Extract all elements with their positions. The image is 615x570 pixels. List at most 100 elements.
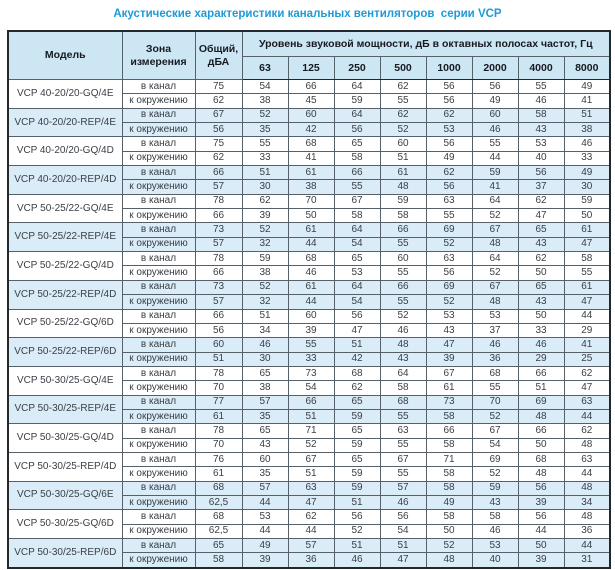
- octave-level-value-cell: 51: [287, 466, 335, 482]
- octave-level-value-cell: 52: [425, 236, 473, 253]
- model-name-cell: VCP 40-20/20-GQ/4D: [7, 136, 123, 167]
- octave-level-value-cell: 46: [471, 337, 519, 353]
- octave-level-value-cell: 46: [517, 93, 565, 109]
- octave-level-value-cell: 71: [425, 451, 473, 468]
- model-name-cell: VCP 50-25/22-GQ/4E: [7, 193, 123, 224]
- octave-level-value-cell: 55: [471, 136, 519, 152]
- octave-level-value-cell: 65: [241, 423, 289, 439]
- octave-level-value-cell: 55: [379, 93, 427, 109]
- measurement-zone-cell: к окружению: [121, 351, 196, 367]
- table-row: VCP 50-30/25-GQ/6E в канал 68 57 63 59 57 58 59 5…: [7, 480, 611, 511]
- measurement-zone-cell: в канал: [121, 78, 196, 95]
- total-dba-value-cell: 68: [194, 509, 243, 525]
- octave-level-value-cell: 60: [471, 107, 519, 124]
- octave-level-value-cell: 52: [425, 537, 473, 554]
- octave-level-value-cell: 40: [471, 552, 519, 569]
- octave-level-value-cell: 62: [379, 78, 427, 95]
- octave-level-value-cell: 29: [563, 322, 611, 339]
- octave-level-value-cell: 41: [563, 337, 611, 353]
- octave-level-value-cell: 58: [425, 466, 473, 482]
- octave-level-value-cell: 67: [425, 365, 473, 382]
- octave-level-value-cell: 43: [517, 236, 565, 253]
- model-name-cell: VCP 50-25/22-REP/4D: [7, 279, 123, 310]
- model-name-cell: VCP 50-30/25-GQ/4E: [7, 365, 123, 396]
- octave-level-value-cell: 62: [517, 251, 565, 267]
- page-title: Акустические характеристики канальных ве…: [113, 8, 502, 20]
- octave-level-value-cell: 58: [563, 251, 611, 267]
- octave-level-value-cell: 52: [471, 408, 519, 425]
- octave-level-value-cell: 56: [425, 93, 473, 109]
- octave-level-value-cell: 31: [563, 552, 611, 569]
- octave-level-value-cell: 51: [241, 308, 289, 324]
- octave-level-value-cell: 64: [333, 78, 381, 95]
- octave-level-value-cell: 42: [287, 122, 335, 138]
- octave-level-value-cell: 52: [471, 466, 519, 482]
- octave-level-value-cell: 42: [333, 351, 381, 367]
- octave-level-value-cell: 39: [425, 351, 473, 367]
- octave-level-value-cell: 38: [563, 122, 611, 138]
- octave-level-value-cell: 64: [471, 251, 519, 267]
- measurement-zone-cell: к окружению: [121, 265, 196, 281]
- octave-level-value-cell: 63: [425, 251, 473, 267]
- octave-level-value-cell: 55: [471, 380, 519, 396]
- measurement-zone-cell: в канал: [121, 537, 196, 554]
- octave-level-value-cell: 58: [425, 509, 473, 525]
- octave-level-value-cell: 52: [241, 222, 289, 238]
- measurement-zone-cell: в канал: [121, 222, 196, 238]
- model-name-cell: VCP 50-25/22-REP/6D: [7, 337, 123, 367]
- table-row: VCP 50-30/25-REP/4D в канал 76 60 67 65 67 71 69…: [7, 451, 611, 482]
- measurement-zone-cell: в канал: [121, 193, 196, 210]
- octave-level-value-cell: 44: [517, 523, 565, 540]
- table-row: к окружению 62 38 45 59 55 56 49 46 41: [8, 93, 611, 109]
- model-name-cell: VCP 50-30/25-REP/4E: [7, 394, 123, 425]
- total-dba-value-cell: 57: [194, 236, 243, 253]
- header-measurement-zone: Зона измерения: [121, 30, 196, 80]
- octave-level-value-cell: 49: [471, 93, 519, 109]
- octave-level-value-cell: 45: [287, 93, 335, 109]
- table-row: к окружению 56 34 39 47 46 43 37 33 29: [8, 322, 611, 339]
- octave-level-value-cell: 61: [287, 165, 335, 181]
- octave-level-value-cell: 51: [517, 380, 565, 396]
- measurement-zone-cell: в канал: [121, 480, 196, 496]
- octave-level-value-cell: 44: [563, 466, 611, 482]
- total-dba-value-cell: 73: [194, 222, 243, 238]
- octave-level-value-cell: 53: [425, 122, 473, 138]
- octave-level-value-cell: 56: [517, 480, 565, 496]
- octave-level-value-cell: 44: [287, 523, 335, 540]
- octave-level-value-cell: 43: [517, 294, 565, 310]
- table-body: VCP 40-20/20-GQ/4E в канал 75 54 66 64 62 56 56 5…: [7, 78, 611, 569]
- octave-level-value-cell: 47: [563, 380, 611, 396]
- octave-level-value-cell: 67: [471, 222, 519, 238]
- octave-level-value-cell: 68: [333, 365, 381, 382]
- total-dba-value-cell: 70: [194, 380, 243, 396]
- model-name-cell: VCP 50-30/25-GQ/6E: [7, 480, 123, 511]
- octave-level-value-cell: 34: [563, 494, 611, 511]
- octave-level-value-cell: 64: [333, 279, 381, 296]
- table-row: VCP 40-20/20-REP/4E в канал 67 52 60 64 62 62 60…: [7, 107, 611, 138]
- octave-level-value-cell: 44: [287, 294, 335, 310]
- octave-level-value-cell: 55: [425, 208, 473, 224]
- header-model: Модель: [7, 30, 123, 80]
- octave-level-value-cell: 53: [241, 509, 289, 525]
- octave-level-value-cell: 66: [287, 394, 335, 410]
- measurement-zone-cell: к окружению: [121, 93, 196, 109]
- octave-level-value-cell: 70: [471, 394, 519, 410]
- octave-level-value-cell: 61: [287, 279, 335, 296]
- octave-level-value-cell: 56: [425, 78, 473, 95]
- header-total-dba: Общий, дБА: [194, 30, 243, 80]
- header-row-top: Модель Зона измерения Общий, дБА Уровень…: [7, 30, 611, 80]
- total-dba-value-cell: 62: [194, 93, 243, 109]
- measurement-zone-cell: к окружению: [121, 523, 196, 540]
- octave-level-value-cell: 49: [425, 150, 473, 167]
- total-dba-value-cell: 76: [194, 451, 243, 468]
- octave-level-value-cell: 55: [379, 236, 427, 253]
- octave-level-value-cell: 46: [517, 337, 565, 353]
- octave-level-value-cell: 61: [287, 222, 335, 238]
- octave-level-value-cell: 60: [379, 251, 427, 267]
- octave-level-value-cell: 36: [287, 552, 335, 569]
- octave-level-value-cell: 46: [471, 523, 519, 540]
- octave-level-value-cell: 39: [287, 322, 335, 339]
- octave-level-value-cell: 38: [287, 179, 335, 195]
- measurement-zone-cell: в канал: [121, 165, 196, 181]
- freq-header-500: 500: [379, 56, 427, 80]
